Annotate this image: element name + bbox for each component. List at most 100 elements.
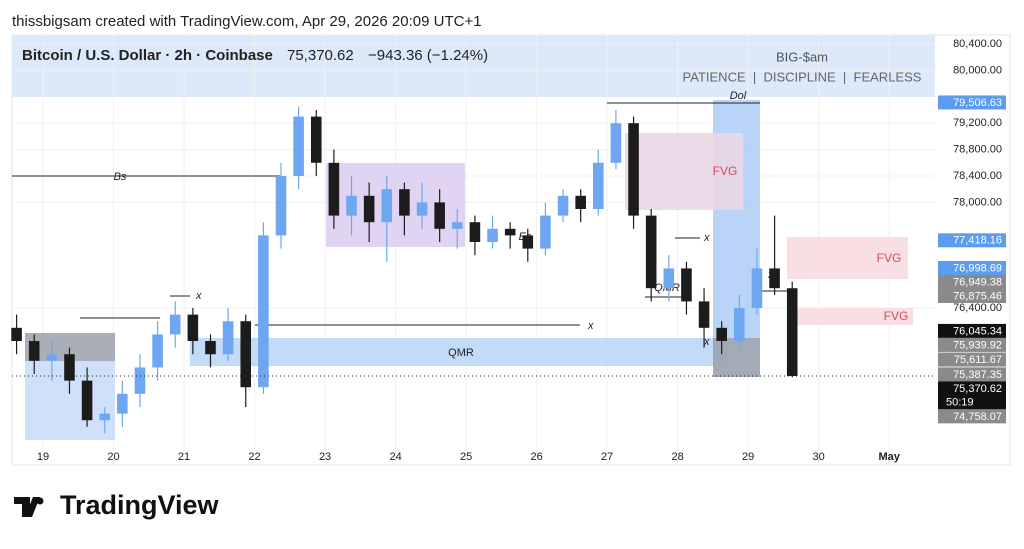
x-tick-label: 22 (248, 451, 260, 463)
x-tick-label: 19 (37, 451, 49, 463)
price-badge (938, 323, 1006, 338)
candle-body (275, 175, 287, 236)
annotation: QMR (448, 347, 474, 359)
candle-body (81, 380, 93, 421)
price-badge (938, 260, 1006, 275)
y-tick-label: 76,400.00 (953, 302, 1002, 314)
candle-body (328, 162, 340, 216)
last-price: 75,370.62 (287, 47, 354, 64)
candle-body (11, 327, 22, 342)
candle-body (698, 301, 710, 328)
y-tick-label: 79,200.00 (953, 117, 1002, 129)
watermark: BIG-$am (776, 49, 828, 64)
candle-body (399, 189, 410, 216)
y-tick-label: 78,800.00 (953, 143, 1002, 155)
x-tick-label: 20 (107, 451, 119, 463)
qmr-zone (190, 338, 730, 366)
candle-body (663, 268, 675, 289)
y-tick-label: 78,400.00 (953, 170, 1002, 182)
y-tick-label: 78,000.00 (953, 196, 1002, 208)
price-badge (938, 337, 1006, 352)
price-badge-label: 75,939.92 (953, 339, 1002, 351)
annotation: FVG (877, 251, 902, 265)
x-tick-label: 30 (813, 451, 825, 463)
candle-body (451, 222, 463, 229)
annotation: x (703, 232, 710, 244)
annotation: Bs (114, 171, 127, 183)
price-badge-label: 75,387.35 (953, 369, 1002, 381)
candle-body (540, 215, 551, 249)
x-tick-label: 29 (742, 451, 754, 463)
attribution: thissbigsam created with TradingView.com… (12, 13, 482, 30)
price-change: −943.36 (−1.24%) (368, 47, 488, 64)
tagline: PATIENCE | DISCIPLINE | FEARLESS (683, 69, 922, 84)
chart-title: Bitcoin / U.S. Dollar · 2h · Coinbase (22, 47, 273, 64)
price-badge (938, 409, 1006, 424)
annotation: x (587, 320, 594, 332)
annotation: FVG (713, 164, 738, 178)
candle-body (522, 235, 534, 249)
price-badge (938, 95, 1006, 110)
price-badge-label: 74,758.07 (953, 411, 1002, 423)
countdown: 50:19 (946, 396, 974, 408)
candle-body (628, 123, 639, 216)
price-badge-label: 76,949.38 (953, 276, 1002, 288)
candle-body (117, 393, 128, 414)
x-tick-label: 24 (389, 451, 401, 463)
candle-body (28, 341, 40, 361)
annotation: Dol (730, 90, 747, 102)
candle-body (310, 116, 322, 163)
candle-body (258, 235, 269, 388)
candle-body (575, 195, 586, 209)
candle-body (504, 228, 516, 236)
candle-body (610, 123, 622, 163)
price-badge-label: 75,611.67 (954, 354, 1002, 366)
x-tick-label: 28 (672, 451, 684, 463)
candle-body (187, 314, 199, 342)
price-badge-label: 75,370.62 (953, 383, 1002, 395)
candle-body (716, 327, 727, 342)
price-badge (938, 352, 1006, 367)
candle-body (363, 195, 375, 223)
price-badge-label: 76,045.34 (953, 325, 1002, 337)
candle-body (346, 195, 357, 216)
annotation: FVG (884, 309, 909, 323)
candle-body (134, 367, 146, 394)
candle-body (681, 268, 692, 302)
y-tick-label: 80,000.00 (953, 64, 1002, 76)
price-badge (938, 381, 1006, 410)
candle-body (205, 341, 216, 355)
fvg-zone (797, 308, 913, 325)
candle-body (46, 354, 58, 361)
candle-body (416, 202, 428, 216)
candle-body (222, 321, 234, 355)
candle-body (99, 413, 111, 421)
y-tick-label: 80,400.00 (953, 38, 1002, 50)
price-badge-label: 76,998.69 (953, 262, 1002, 274)
price-badge (938, 288, 1006, 303)
candle-body (487, 228, 498, 243)
candle-body (240, 321, 252, 388)
candle-body (434, 202, 445, 229)
candle-body (593, 162, 604, 209)
candle-body (64, 354, 75, 381)
candle-body (751, 268, 763, 309)
candle-body (557, 195, 569, 216)
brand-logo: TradingView (14, 490, 220, 520)
legend-panel (12, 35, 935, 97)
price-badge (938, 367, 1006, 382)
brand: TradingView (60, 490, 220, 520)
candle-body (293, 116, 304, 176)
candles (11, 106, 798, 434)
price-badge (938, 274, 1006, 289)
candle-body (152, 334, 163, 368)
x-tick-label: 27 (601, 451, 613, 463)
candle-body (734, 308, 745, 342)
price-badge (938, 233, 1006, 248)
price-badge-label: 77,418.16 (953, 235, 1002, 247)
annotation: x (195, 290, 202, 302)
zone (713, 338, 760, 377)
fvg-zone (787, 237, 908, 279)
x-tick-label: 23 (319, 451, 331, 463)
